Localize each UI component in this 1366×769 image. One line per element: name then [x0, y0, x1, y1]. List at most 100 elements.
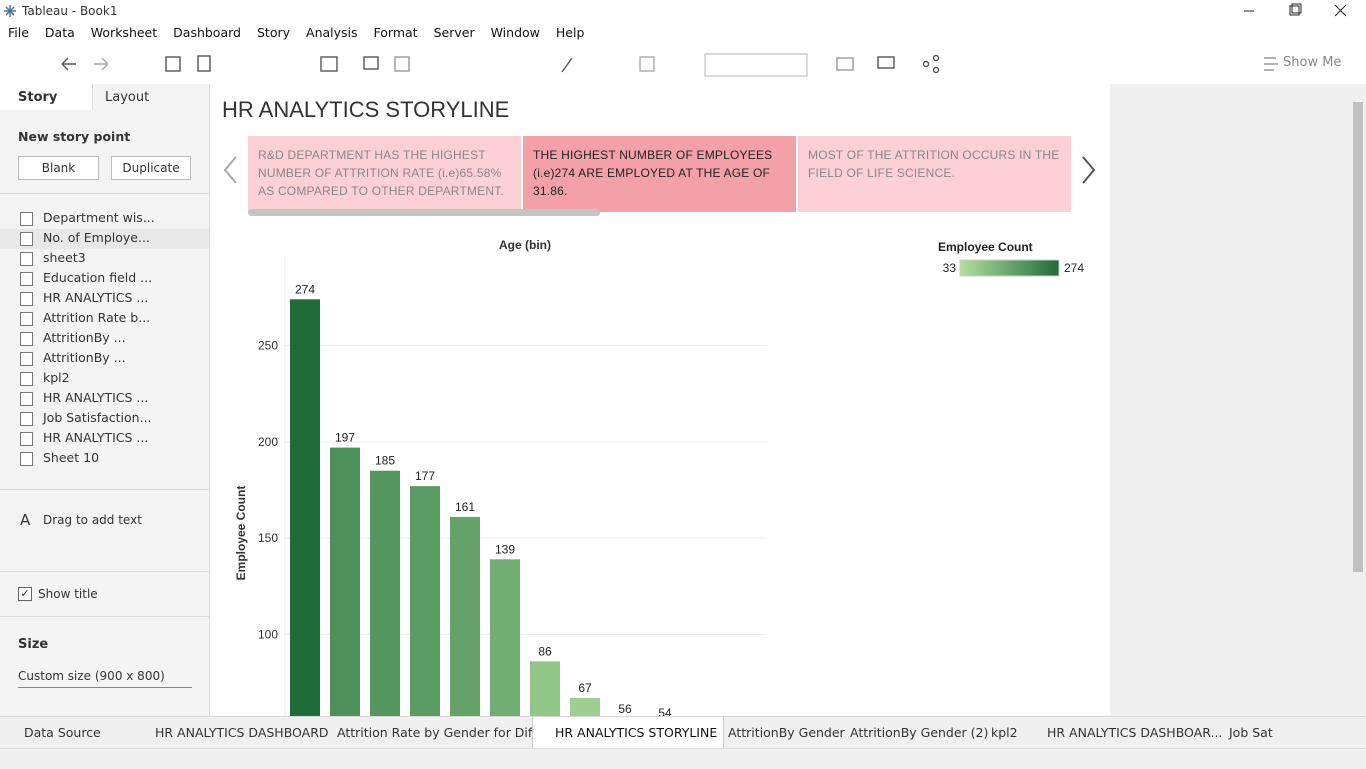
duplicate-button[interactable]: Duplicate	[111, 156, 191, 180]
sheet-item[interactable]: Attrition Rate b...	[43, 310, 151, 325]
app-icon	[4, 5, 16, 17]
value-label: 86	[538, 644, 552, 658]
y-tick-label: 250	[258, 339, 278, 353]
sheet-item[interactable]: HR ANALYTICS ...	[43, 390, 149, 405]
sheet-icon	[20, 292, 33, 306]
sheet-tab[interactable]: Attrition Rate by Gender for Diff...	[337, 725, 549, 740]
story-point-active[interactable]: THE HIGHEST NUMBER OF EMPLOYEES (i.e)274…	[523, 136, 796, 212]
sheet-item[interactable]: kpl2	[43, 370, 70, 385]
bar	[570, 697, 600, 716]
sheet-item[interactable]: AttritionBy ...	[43, 330, 126, 345]
legend-title: Employee Count	[938, 240, 1033, 254]
bar	[450, 516, 480, 716]
menu-bar: File Data Worksheet Dashboard Story Analysis F…	[0, 22, 1366, 44]
next-arrow[interactable]	[1078, 154, 1100, 186]
sheet-highlight	[0, 229, 209, 249]
toolbar-icons	[61, 53, 1278, 77]
story-tab[interactable]: Story	[18, 90, 58, 105]
bar	[410, 486, 440, 716]
sheet-item[interactable]: Education field ...	[43, 270, 153, 285]
show-me[interactable]: Show Me	[1283, 55, 1342, 70]
menu-item[interactable]: Analysis	[306, 25, 358, 40]
menu-item[interactable]: Format	[373, 25, 418, 40]
status-bar	[0, 748, 1366, 769]
sheet-icon	[20, 332, 33, 346]
sheet-tab[interactable]: AttritionBy Gender (2)	[850, 725, 989, 740]
menu-item[interactable]: Worksheet	[90, 25, 158, 40]
value-label: 197	[335, 431, 355, 445]
story-pane: Story Layout New story point Blank Dupli…	[0, 84, 210, 716]
sheet-tabs: Data Source HR ANALYTICS DASHBOARD Attriti…	[0, 716, 1366, 749]
show-title-label: Show title	[38, 587, 98, 601]
x-axis-title: Age (bin)	[499, 238, 551, 252]
y-tick-label: 100	[258, 627, 278, 641]
legend-gradient	[959, 259, 1060, 277]
menu-item[interactable]: Help	[555, 25, 585, 40]
bar	[530, 661, 560, 716]
value-label: 67	[578, 681, 592, 695]
chart: 100 150 200 250 Age (bin) Employee Count 274 19…	[234, 238, 1084, 716]
sheet-icon	[20, 232, 33, 246]
sheet-icon	[20, 212, 33, 226]
sheet-icon	[20, 252, 33, 266]
bar	[330, 447, 360, 716]
size-dropdown[interactable]: Custom size (900 x 800)	[18, 669, 165, 683]
sheet-item[interactable]: Department wis...	[43, 210, 155, 225]
canvas-background	[1110, 84, 1350, 716]
y-tick-label: 150	[258, 531, 278, 545]
points-scrollbar[interactable]	[248, 209, 600, 216]
menu-item[interactable]: Data	[44, 25, 75, 40]
prev-arrow[interactable]	[220, 154, 242, 186]
menu-item[interactable]: Story	[256, 25, 291, 40]
sheet-item[interactable]: Job Satisfaction...	[43, 410, 152, 425]
sheet-tab[interactable]: HR ANALYTICS DASHBOARD	[155, 725, 329, 740]
bar	[290, 299, 320, 716]
sheet-item[interactable]: sheet3	[43, 250, 86, 265]
sheet-item[interactable]: HR ANALYTICS ...	[43, 290, 149, 305]
active-tab	[532, 717, 724, 748]
story-point[interactable]: R&D DEPARTMENT HAS THE HIGHEST NUMBER OF…	[248, 136, 521, 212]
sheet-tab[interactable]: HR ANALYTICS DASHBOAR...	[1047, 725, 1223, 740]
menu-item[interactable]: Window	[490, 25, 540, 40]
value-label: 54	[658, 706, 672, 716]
sheet-icon	[20, 312, 33, 326]
size-heading: Size	[18, 637, 49, 652]
sheet-icon	[20, 352, 33, 366]
menu-item[interactable]: Dashboard	[173, 25, 241, 40]
story-point[interactable]: MOST OF THE ATTRITION OCCURS IN THE FIEL…	[798, 136, 1071, 212]
sheet-icon	[20, 272, 33, 286]
story-canvas: HR ANALYTICS STORYLINE R&D DEPARTMENT HA…	[210, 84, 1110, 716]
bar	[370, 470, 400, 716]
show-title-checkbox[interactable]: ✓	[18, 587, 32, 601]
value-label: 177	[415, 469, 435, 483]
menu-item[interactable]: File	[8, 25, 29, 40]
sheet-tab[interactable]: Job Sat	[1229, 725, 1273, 740]
sheet-icon	[20, 412, 33, 426]
blank-button[interactable]: Blank	[18, 156, 99, 180]
story-title: HR ANALYTICS STORYLINE	[222, 97, 510, 122]
value-label: 56	[618, 702, 632, 716]
sheet-item[interactable]: AttritionBy ...	[43, 350, 126, 365]
sheet-item[interactable]: No. of Employe...	[43, 230, 150, 245]
legend-max: 274	[1064, 261, 1084, 275]
sheet-item[interactable]: HR ANALYTICS ...	[43, 430, 149, 445]
window-controls[interactable]	[1230, 0, 1366, 22]
sheet-tab[interactable]: HR ANALYTICS STORYLINE	[555, 725, 718, 740]
value-label: 185	[375, 454, 395, 468]
menu-item[interactable]: Server	[433, 25, 475, 40]
y-axis-title: Employee Count	[234, 486, 248, 581]
sheet-icon	[20, 452, 33, 466]
sheet-tab[interactable]: kpl2	[991, 725, 1018, 740]
sheet-tab[interactable]: AttritionBy Gender	[728, 725, 845, 740]
sheet-item[interactable]: Sheet 10	[43, 450, 100, 465]
new-story-point-heading: New story point	[18, 129, 131, 144]
sheet-tab[interactable]: Data Source	[24, 725, 101, 740]
y-tick-label: 200	[258, 435, 278, 449]
value-label: 161	[455, 500, 475, 514]
bar	[490, 559, 520, 716]
text-icon: A	[20, 511, 31, 529]
layout-tab[interactable]: Layout	[105, 90, 150, 105]
vertical-scrollbar[interactable]	[1350, 84, 1366, 716]
drag-text[interactable]: Drag to add text	[43, 513, 142, 527]
